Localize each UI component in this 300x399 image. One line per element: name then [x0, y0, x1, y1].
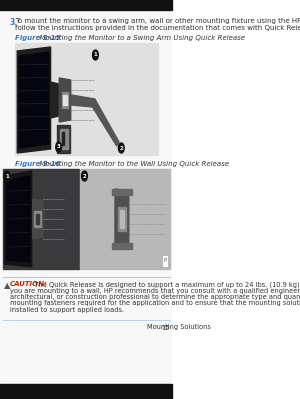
- Polygon shape: [59, 78, 71, 122]
- Bar: [61, 132, 64, 145]
- Circle shape: [4, 171, 10, 181]
- Polygon shape: [33, 199, 43, 239]
- Text: installed to support applied loads.: installed to support applied loads.: [10, 307, 124, 313]
- Circle shape: [56, 142, 61, 152]
- Text: Mounting Solutions: Mounting Solutions: [147, 324, 211, 330]
- Text: 3.: 3.: [9, 18, 17, 27]
- Bar: [0, 384, 172, 399]
- Text: 3: 3: [57, 144, 61, 150]
- Text: Figure 3-16: Figure 3-16: [15, 161, 60, 167]
- Polygon shape: [115, 189, 129, 249]
- Bar: [36, 214, 39, 224]
- Polygon shape: [71, 95, 119, 146]
- Text: CAUTION:: CAUTION:: [10, 281, 47, 287]
- Text: To mount the monitor to a swing arm, wall or other mounting fixture using the HP: To mount the monitor to a swing arm, wal…: [15, 18, 300, 24]
- Text: Figure 3-15: Figure 3-15: [15, 35, 60, 41]
- Text: 1: 1: [94, 53, 97, 57]
- Text: 2: 2: [119, 146, 123, 150]
- Bar: [162, 255, 169, 267]
- Bar: [0, 0, 172, 10]
- Bar: [3, 169, 79, 269]
- Text: you are mounting to a wall, HP recommends that you consult with a qualified engi: you are mounting to a wall, HP recommend…: [10, 288, 300, 294]
- Polygon shape: [19, 52, 49, 148]
- Bar: [80, 169, 170, 269]
- Text: mounting fasteners required for the application and to ensure that the mounting : mounting fasteners required for the appl…: [10, 300, 300, 306]
- Bar: [58, 125, 70, 153]
- Text: architectural, or construction professional to determine the appropriate type an: architectural, or construction professio…: [10, 294, 300, 300]
- Bar: [120, 210, 124, 228]
- Polygon shape: [17, 47, 51, 153]
- Bar: [61, 92, 68, 108]
- Text: Mounting the Monitor to a Swing Arm Using Quick Release: Mounting the Monitor to a Swing Arm Usin…: [35, 35, 245, 41]
- Bar: [63, 95, 67, 105]
- Text: 2: 2: [82, 174, 86, 178]
- Polygon shape: [6, 176, 30, 262]
- Bar: [15, 43, 158, 155]
- Bar: [34, 211, 41, 227]
- Text: 15: 15: [161, 324, 170, 330]
- Text: Mounting the Monitor to the Wall Using Quick Release: Mounting the Monitor to the Wall Using Q…: [35, 161, 229, 167]
- Circle shape: [82, 171, 87, 181]
- Bar: [118, 207, 126, 231]
- Text: P: P: [164, 259, 166, 263]
- Text: ▲: ▲: [4, 281, 11, 290]
- Bar: [60, 129, 68, 149]
- Polygon shape: [4, 171, 32, 267]
- Text: 1: 1: [5, 174, 9, 178]
- Circle shape: [93, 50, 98, 60]
- Bar: [112, 189, 132, 195]
- Polygon shape: [51, 82, 58, 118]
- Text: follow the instructions provided in the documentation that comes with Quick Rele: follow the instructions provided in the …: [15, 25, 300, 31]
- Circle shape: [118, 143, 124, 153]
- Bar: [112, 243, 132, 249]
- Text: The Quick Release is designed to support a maximum of up to 24 lbs. (10.9 kg). I: The Quick Release is designed to support…: [28, 281, 300, 288]
